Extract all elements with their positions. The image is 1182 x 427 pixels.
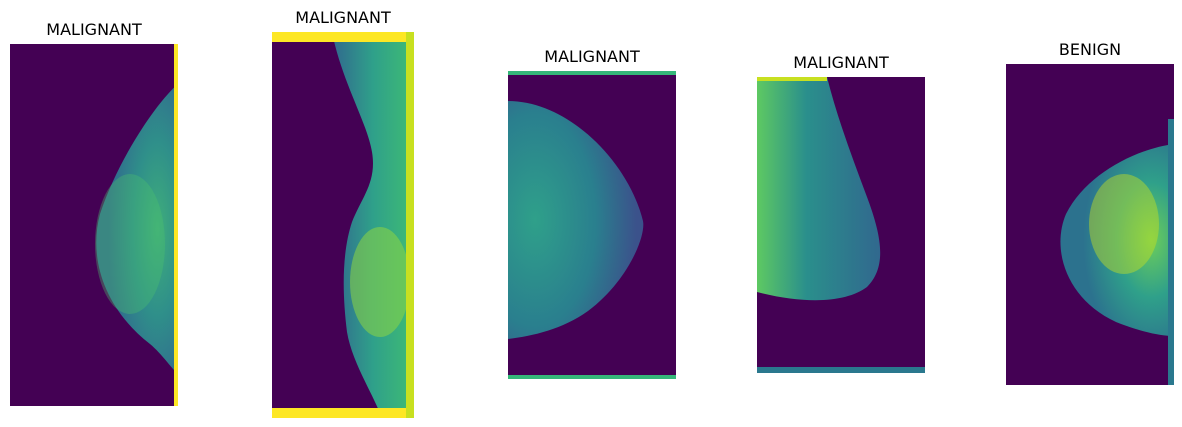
panel-1-title: MALIGNANT [46, 20, 142, 39]
panel-2: MALIGNANT [272, 8, 414, 418]
mammogram-image-3 [508, 71, 676, 379]
panel-2-title: MALIGNANT [295, 8, 391, 27]
panel-4: MALIGNANT [757, 53, 925, 373]
mammogram-image-5 [1006, 64, 1174, 385]
panel-1: MALIGNANT [10, 20, 178, 406]
panel-4-title: MALIGNANT [793, 53, 889, 72]
panel-5: BENIGN [1006, 40, 1174, 385]
mammogram-image-4 [757, 77, 925, 373]
panel-3: MALIGNANT [508, 47, 676, 379]
panel-3-title: MALIGNANT [544, 47, 640, 66]
mammogram-image-2 [272, 32, 414, 418]
panel-5-title: BENIGN [1058, 40, 1122, 59]
mammogram-image-1 [10, 44, 178, 406]
